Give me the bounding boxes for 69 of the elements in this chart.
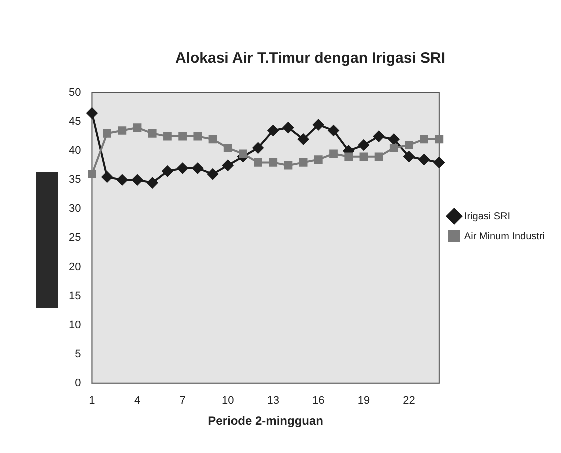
point <box>374 131 385 142</box>
y-tick-label: 5 <box>75 348 82 360</box>
point <box>314 156 323 164</box>
point <box>358 140 370 151</box>
x-tick-label: 16 <box>312 395 325 408</box>
chart-title: Alokasi Air T.Timur dengan Irigasi SRI <box>175 50 446 68</box>
point <box>148 129 157 138</box>
point <box>284 161 293 170</box>
point <box>224 144 232 152</box>
x-tick-label: 4 <box>134 395 141 408</box>
point <box>162 166 174 177</box>
y-tick-label: 40 <box>68 145 82 158</box>
point <box>298 134 310 145</box>
point <box>268 125 279 136</box>
point <box>86 108 98 119</box>
point <box>344 152 354 162</box>
point <box>360 152 368 162</box>
point <box>178 132 187 141</box>
point <box>388 134 400 145</box>
point <box>222 160 234 172</box>
point <box>252 142 264 154</box>
point <box>404 151 415 162</box>
point <box>328 125 340 136</box>
point <box>103 129 112 138</box>
point <box>102 172 113 183</box>
x-tick-label: 22 <box>403 395 416 408</box>
point <box>118 126 127 135</box>
point <box>88 170 96 178</box>
y-tick-label: 20 <box>68 261 82 274</box>
point <box>390 144 398 152</box>
x-tick-label: 19 <box>358 395 370 408</box>
point <box>192 163 204 174</box>
y-tick-label: 45 <box>68 116 82 128</box>
point <box>147 178 158 189</box>
point <box>194 132 202 141</box>
x-tick-label: 13 <box>267 395 280 408</box>
point <box>116 174 128 186</box>
point <box>207 168 218 180</box>
x-tick-label: 7 <box>180 395 186 408</box>
point <box>164 132 172 141</box>
point <box>177 163 188 174</box>
point <box>420 135 429 144</box>
legend-label: Irigasi SRI <box>464 211 511 222</box>
point <box>434 157 445 168</box>
point <box>133 124 142 132</box>
point <box>254 158 262 167</box>
x-tick-label: 1 <box>89 395 96 408</box>
point <box>132 174 144 186</box>
point <box>239 150 248 158</box>
point <box>374 152 384 162</box>
point <box>299 158 308 167</box>
y-tick-label: 0 <box>75 377 82 390</box>
x-tick-label: 10 <box>222 395 234 408</box>
y-tick-label: 35 <box>68 174 82 186</box>
y-tick-label: 25 <box>68 232 82 244</box>
legend-label: Air Minum Industri <box>464 231 545 242</box>
point <box>208 135 218 144</box>
point <box>418 154 430 166</box>
y-tick-label: 10 <box>68 319 82 332</box>
point <box>405 141 414 150</box>
point <box>313 119 324 130</box>
x-axis-title: Periode 2-mingguan <box>208 414 324 428</box>
point <box>330 150 338 158</box>
point <box>282 122 294 134</box>
y-tick-label: 30 <box>68 203 82 216</box>
point <box>269 158 278 167</box>
point <box>435 135 444 144</box>
y-tick-label: 50 <box>68 87 82 100</box>
y-tick-label: 15 <box>68 290 82 302</box>
